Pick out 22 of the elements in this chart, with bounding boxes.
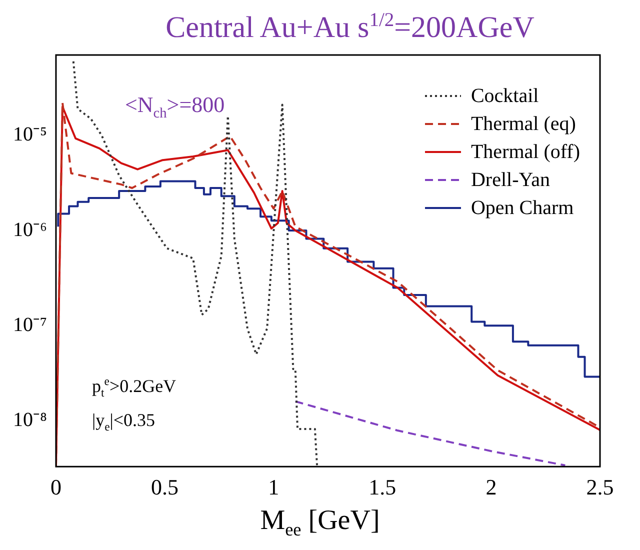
legend-label: Thermal (off) [470, 140, 580, 164]
legend-label: Thermal (eq) [470, 112, 576, 136]
annotation: |y$_{e}$|<0.35 [92, 410, 156, 434]
x-tick-label: 0.5 [151, 474, 179, 500]
y-tick-label: 10⁻⁸ [12, 409, 47, 432]
x-tick-label: 2 [486, 474, 497, 500]
legend-label: Cocktail [470, 84, 539, 108]
line-series [294, 400, 566, 466]
chart-title: Central Au+Au s$^{1/2}$=200AGeV [164, 10, 536, 45]
x-tick-label: 1 [268, 474, 280, 500]
x-axis-title: M$_{ee}$ [GeV] [259, 505, 381, 541]
legend-label: Drell-Yan [470, 168, 550, 192]
x-tick-label: 2.5 [586, 474, 614, 500]
x-tick-label: 1.5 [368, 474, 396, 500]
y-tick-label: 10⁻⁵ [12, 124, 47, 146]
annotation: <N$_{ch}$>=800 [125, 92, 225, 122]
annotation: p$_{t}$$^{e}$>0.2GeV [92, 375, 176, 400]
legend-label: Open Charm [470, 196, 574, 220]
line-series [72, 60, 318, 467]
y-tick-label: 10⁻⁶ [12, 218, 47, 241]
y-tick-label: 10⁻⁷ [12, 314, 47, 336]
x-tick-label: 0 [50, 474, 62, 500]
